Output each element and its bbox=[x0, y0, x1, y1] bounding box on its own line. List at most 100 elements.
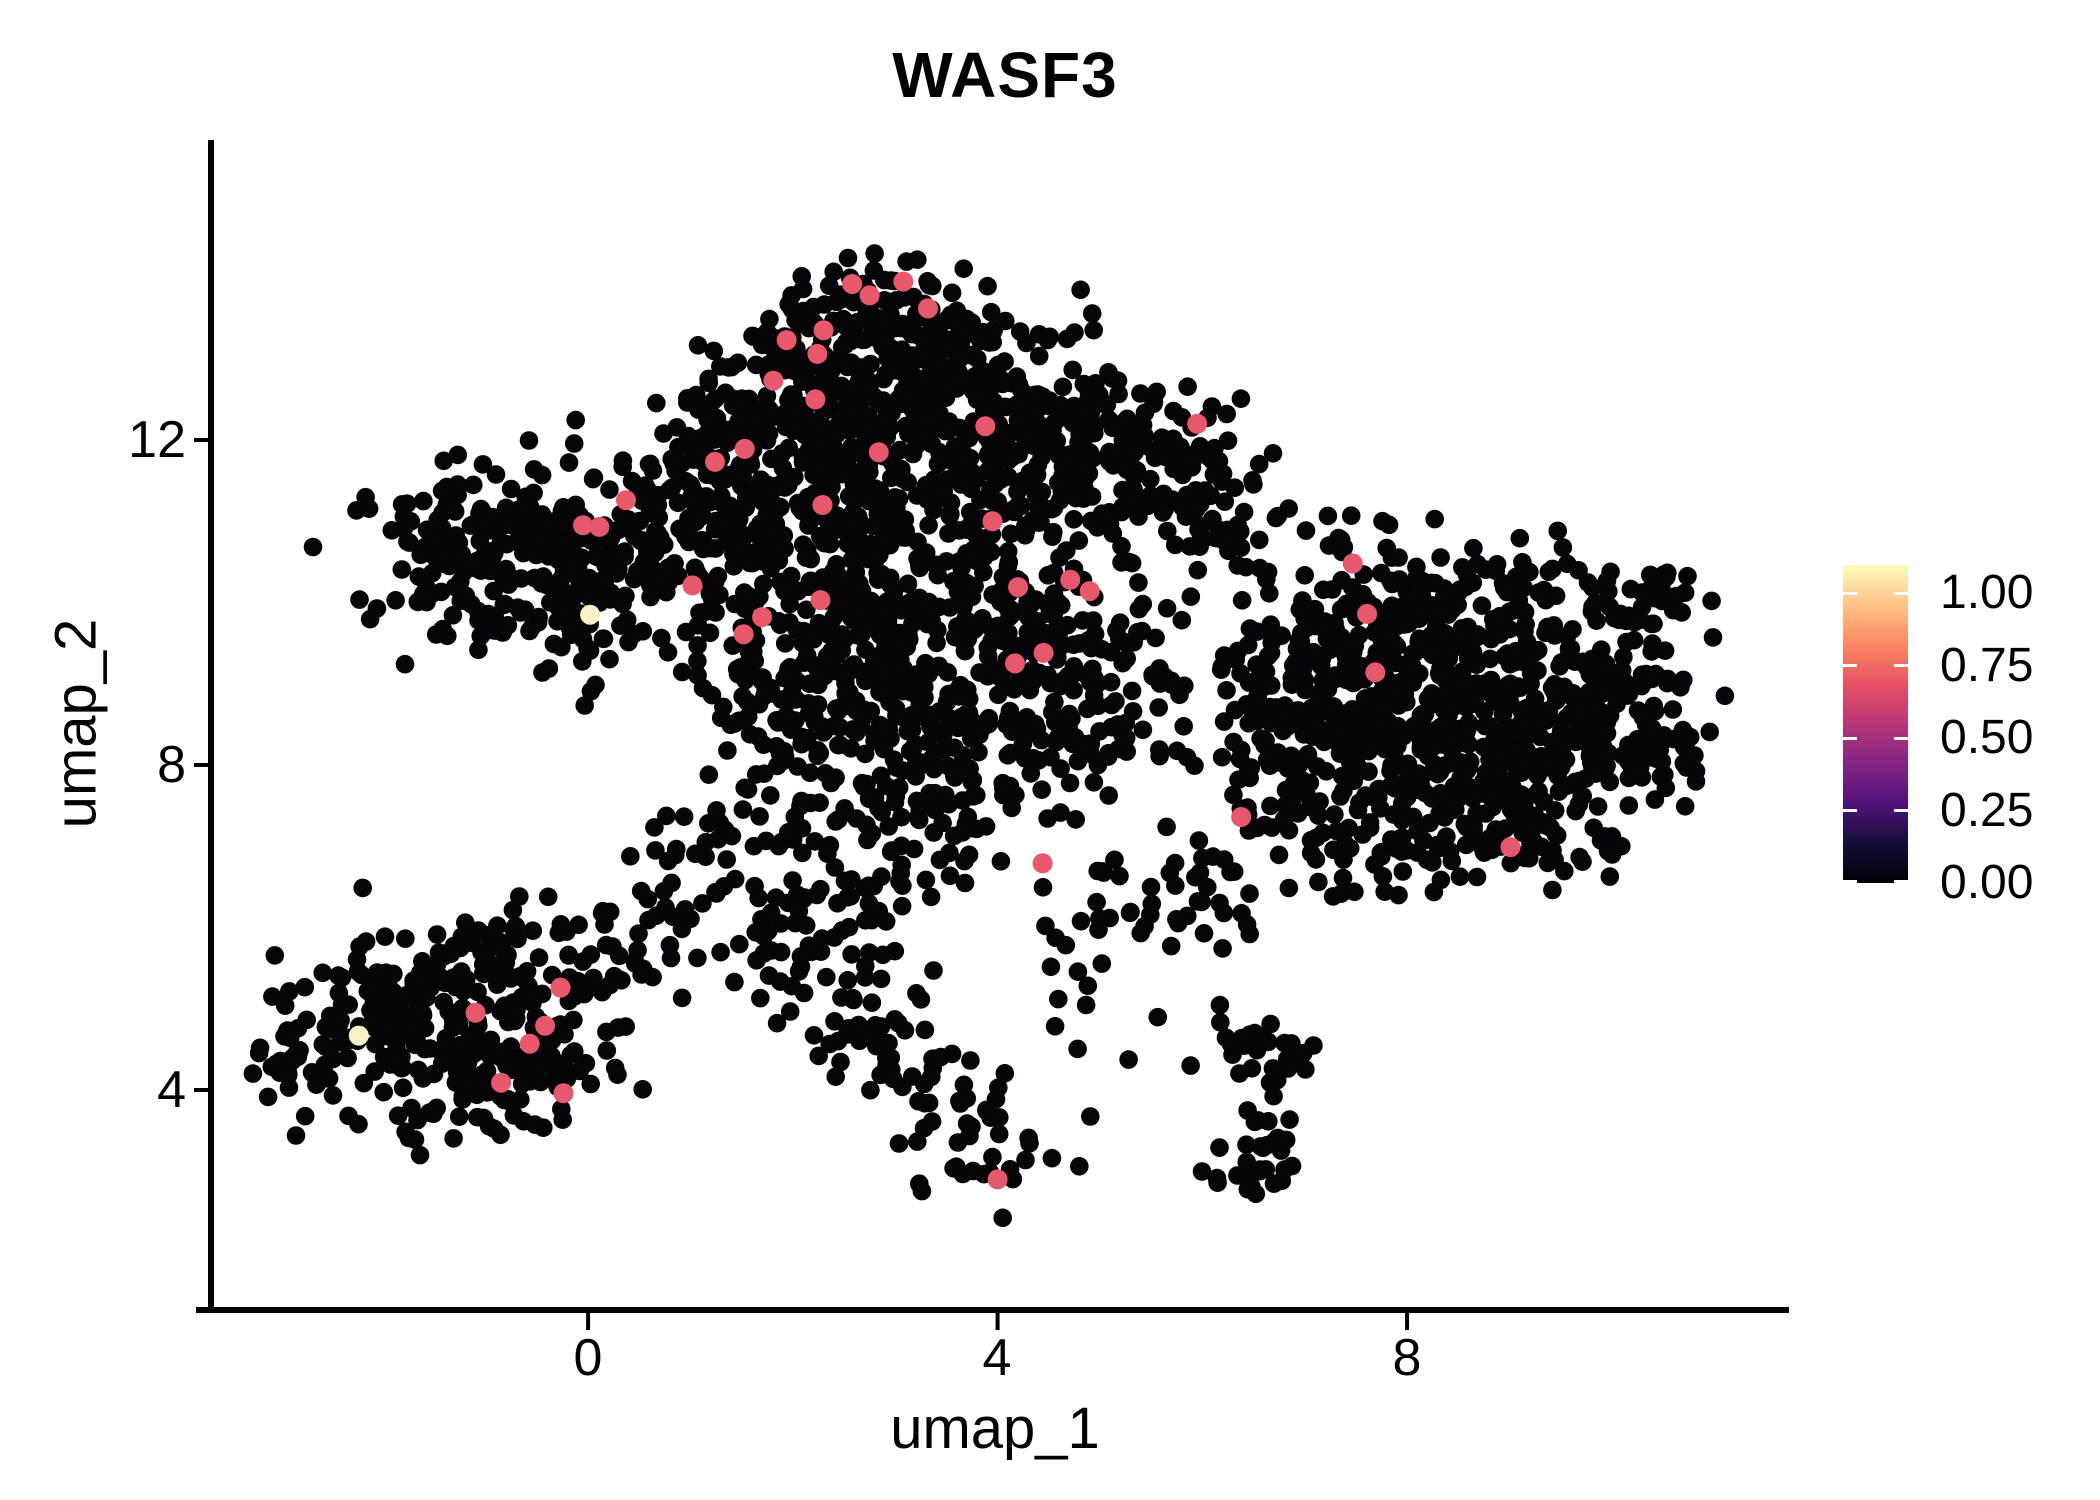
data-point bbox=[1275, 1160, 1294, 1179]
data-point bbox=[674, 807, 694, 826]
data-point bbox=[804, 630, 823, 649]
data-point bbox=[1018, 593, 1037, 612]
data-point bbox=[934, 481, 953, 501]
data-point bbox=[400, 533, 419, 552]
data-point bbox=[303, 537, 323, 557]
data-point bbox=[1082, 304, 1102, 323]
data-point bbox=[800, 572, 820, 591]
data-point bbox=[1528, 661, 1547, 680]
data-point bbox=[729, 412, 748, 431]
data-point bbox=[367, 599, 387, 618]
data-point bbox=[1468, 625, 1487, 644]
data-point bbox=[1229, 770, 1248, 790]
data-point bbox=[1583, 578, 1602, 597]
data-point bbox=[830, 735, 850, 755]
data-point bbox=[805, 832, 825, 851]
expressing-data-point bbox=[1365, 662, 1386, 683]
data-point bbox=[994, 397, 1014, 417]
data-point bbox=[889, 1013, 908, 1033]
data-point bbox=[1266, 508, 1286, 528]
data-point bbox=[740, 553, 760, 573]
data-point bbox=[907, 791, 927, 811]
data-point bbox=[658, 851, 678, 871]
data-point bbox=[1063, 360, 1082, 380]
data-point bbox=[1318, 506, 1338, 526]
data-point bbox=[1348, 800, 1368, 820]
data-point bbox=[1146, 628, 1165, 648]
data-point bbox=[783, 871, 802, 890]
data-point bbox=[1231, 664, 1250, 683]
data-point bbox=[884, 750, 904, 769]
data-point bbox=[1125, 443, 1144, 462]
data-point bbox=[1240, 619, 1260, 638]
data-point bbox=[1172, 610, 1192, 630]
data-point bbox=[916, 475, 936, 495]
data-point bbox=[356, 932, 376, 951]
data-point bbox=[838, 888, 857, 907]
data-point bbox=[610, 946, 629, 966]
data-point bbox=[1178, 377, 1197, 397]
data-point bbox=[858, 830, 877, 850]
data-point bbox=[688, 948, 707, 968]
data-point bbox=[1029, 346, 1049, 366]
data-point bbox=[718, 741, 737, 760]
data-point bbox=[1153, 503, 1173, 522]
data-point bbox=[600, 649, 619, 669]
data-point bbox=[1600, 772, 1620, 792]
data-point bbox=[1261, 796, 1280, 816]
expressing-data-point bbox=[519, 1033, 540, 1054]
data-point bbox=[1192, 892, 1211, 912]
colorbar-label-025: 0.25 bbox=[1940, 784, 2034, 837]
data-point bbox=[1219, 528, 1238, 547]
data-point bbox=[747, 951, 766, 970]
data-point bbox=[699, 369, 718, 389]
data-point bbox=[1403, 673, 1423, 692]
data-point bbox=[1449, 627, 1468, 647]
expressing-data-point bbox=[1005, 653, 1025, 674]
data-point bbox=[954, 1075, 974, 1095]
data-point bbox=[922, 1112, 942, 1131]
data-point bbox=[552, 603, 571, 623]
data-point bbox=[286, 1126, 306, 1145]
data-point bbox=[1329, 722, 1349, 742]
data-point bbox=[1264, 1174, 1284, 1193]
data-point bbox=[792, 727, 812, 747]
data-point bbox=[1474, 737, 1493, 757]
data-point bbox=[930, 850, 950, 870]
data-point bbox=[1225, 478, 1245, 498]
data-point bbox=[1484, 784, 1503, 804]
data-point bbox=[990, 1108, 1009, 1127]
data-point bbox=[552, 1099, 571, 1119]
data-point bbox=[329, 983, 349, 1003]
data-point bbox=[882, 361, 901, 380]
data-point bbox=[648, 495, 668, 515]
data-point bbox=[646, 841, 665, 860]
data-point bbox=[1257, 750, 1277, 770]
data-point bbox=[725, 594, 745, 614]
data-point bbox=[691, 507, 711, 526]
data-point bbox=[1392, 810, 1412, 830]
data-point bbox=[519, 431, 539, 450]
data-point bbox=[1232, 591, 1252, 610]
x-tick-label-0: 0 bbox=[573, 1329, 603, 1387]
data-point bbox=[789, 314, 808, 334]
data-point bbox=[496, 498, 516, 518]
data-point bbox=[1213, 939, 1232, 958]
data-point bbox=[1141, 877, 1161, 897]
data-point bbox=[1700, 722, 1719, 742]
data-point bbox=[1214, 712, 1234, 731]
data-point bbox=[1261, 1014, 1280, 1034]
data-point bbox=[989, 1124, 1009, 1144]
data-point bbox=[1081, 1107, 1100, 1126]
data-point bbox=[1129, 573, 1148, 592]
data-point bbox=[800, 763, 820, 783]
data-point bbox=[1563, 684, 1583, 703]
data-point bbox=[1392, 794, 1412, 813]
data-point bbox=[965, 576, 984, 596]
data-point bbox=[1079, 383, 1099, 402]
data-point bbox=[1122, 681, 1142, 701]
data-point bbox=[559, 453, 579, 472]
expressing-data-point bbox=[733, 624, 754, 645]
data-point bbox=[1304, 1036, 1323, 1055]
